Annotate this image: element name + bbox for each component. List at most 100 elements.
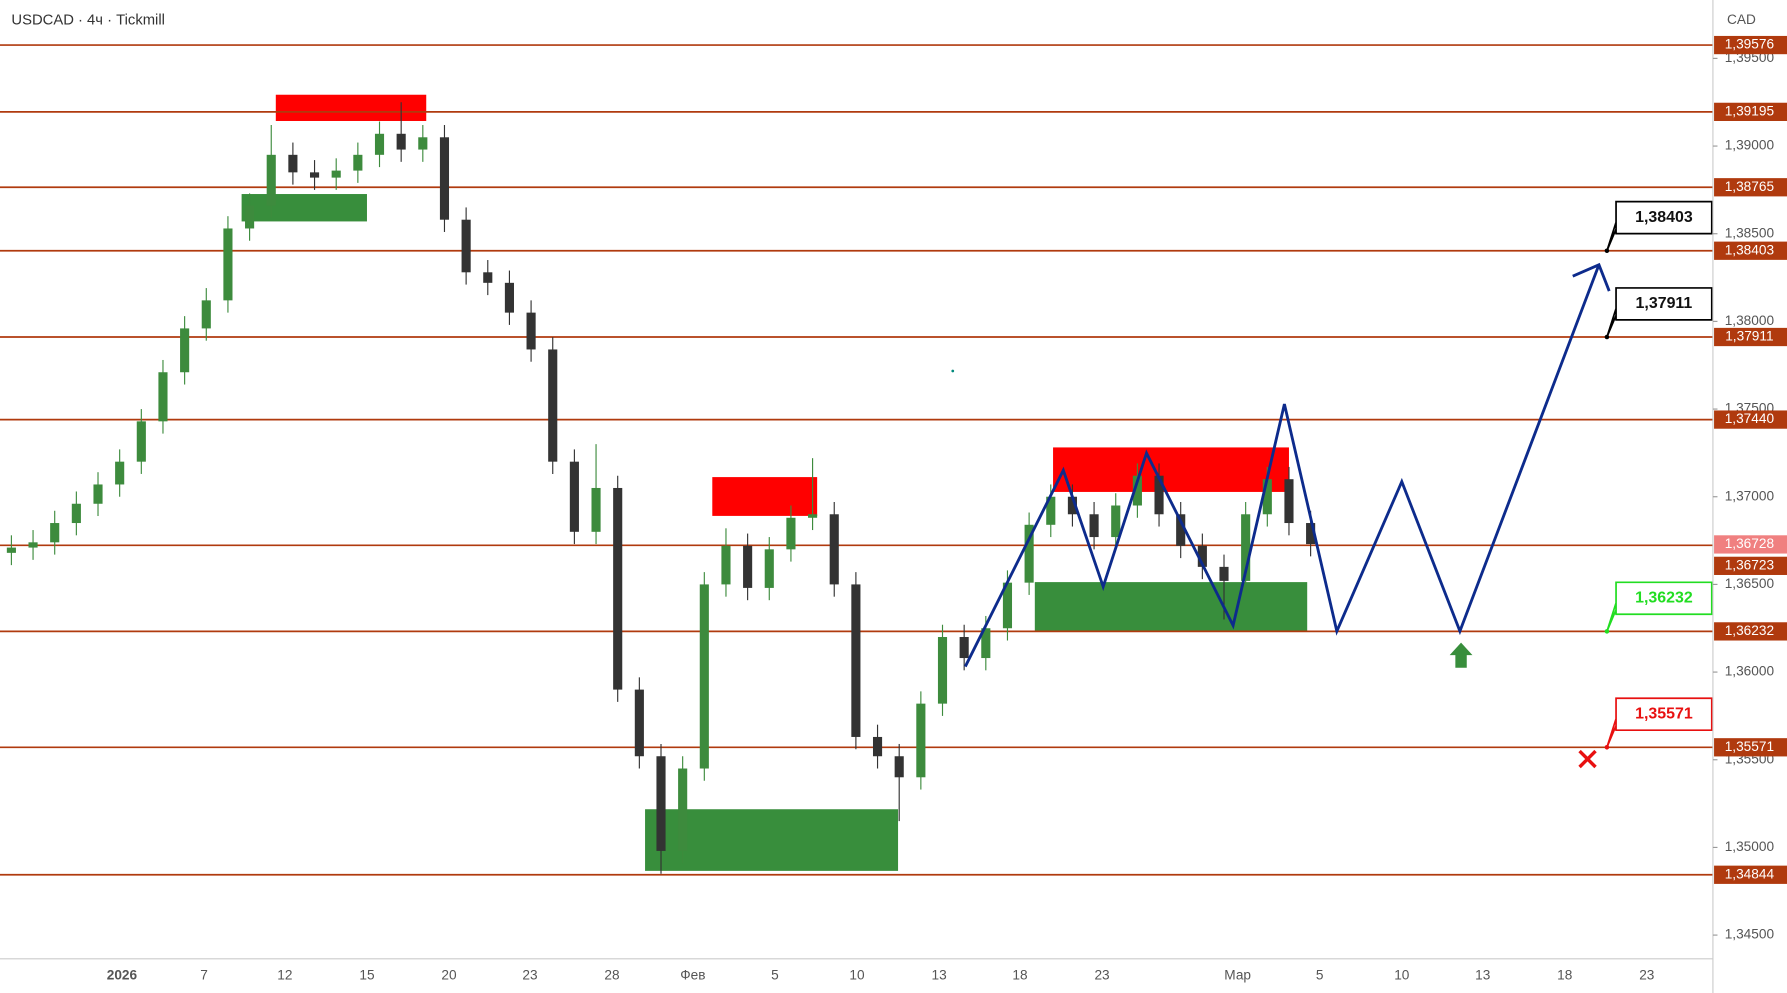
- level-label: 1,36232: [1725, 623, 1774, 638]
- resistance-zone: [275, 94, 427, 121]
- x-tick-label: 13: [931, 967, 946, 982]
- candle-body: [1067, 496, 1077, 515]
- x-tick-label: 10: [849, 967, 865, 982]
- candle-body: [374, 133, 385, 155]
- candle-body: [808, 514, 818, 518]
- level-label-bg: [1714, 410, 1787, 429]
- callout-label: 1,35571: [1635, 705, 1693, 722]
- candle-body: [201, 300, 211, 329]
- forecast-arrowhead: [1572, 262, 1611, 292]
- candle-body: [959, 637, 969, 659]
- level-label-bg: [1714, 178, 1787, 197]
- x-tick-label: 23: [1639, 967, 1654, 982]
- stop-cross: [1578, 749, 1597, 769]
- dot: [951, 369, 955, 373]
- callout-anchor: [1604, 745, 1610, 750]
- candle-body: [548, 349, 558, 462]
- level-label: 1,35571: [1725, 739, 1774, 754]
- x-tick-label: 18: [1557, 967, 1573, 982]
- buy-arrow: [1449, 642, 1473, 668]
- candle-body: [461, 219, 471, 273]
- level-label-bg: [1714, 556, 1787, 575]
- level-label-bg: [1714, 738, 1787, 757]
- candle-body: [223, 228, 233, 301]
- candle-body: [353, 154, 363, 171]
- candle-body: [937, 637, 948, 704]
- callout-box: [1606, 697, 1713, 748]
- levels: [0, 44, 1713, 876]
- candle-body: [526, 312, 536, 350]
- callout-label: 1,38403: [1635, 209, 1693, 226]
- candle-body: [764, 549, 774, 588]
- level-label-bg: [1714, 622, 1787, 641]
- x-tick-label: 20: [441, 967, 457, 982]
- x-tick-label: 5: [1316, 967, 1324, 982]
- level-label: 1,39195: [1725, 103, 1775, 118]
- candle-body: [1002, 582, 1013, 629]
- callout-box: [1606, 287, 1713, 338]
- callout-anchor: [1604, 248, 1610, 254]
- current-price-label: 1,36728: [1725, 536, 1775, 551]
- candle-body: [483, 272, 493, 283]
- x-tick-label: 5: [771, 967, 779, 982]
- candle-body: [1197, 545, 1207, 567]
- candle-body: [1024, 524, 1034, 583]
- callout-anchor: [1604, 629, 1610, 634]
- x-tick-label: 12: [277, 967, 292, 982]
- candle-body: [634, 689, 644, 757]
- candle-body: [1262, 479, 1272, 515]
- candle-body: [591, 487, 601, 532]
- y-tick-label: 1,34500: [1725, 927, 1775, 942]
- current-price-bg: [1714, 535, 1787, 554]
- candle-body: [1284, 479, 1294, 524]
- candle-body: [829, 514, 839, 585]
- candle-body: [50, 523, 60, 543]
- x-tick-label: 15: [359, 967, 375, 982]
- level-label: 1,39576: [1725, 37, 1774, 52]
- candle-body: [266, 154, 276, 206]
- support-zone: [241, 194, 367, 222]
- level-label-bg: [1714, 327, 1787, 347]
- level-label: 1,37911: [1725, 329, 1773, 344]
- candle-body: [916, 703, 926, 778]
- candle-body: [1241, 514, 1251, 581]
- candle-body: [1219, 566, 1229, 581]
- x-tick-label: 23: [1094, 967, 1109, 982]
- candle-body: [721, 545, 731, 585]
- candle-body: [115, 461, 125, 485]
- level-label: 1,34844: [1725, 866, 1775, 881]
- resistance-zone: [1053, 447, 1289, 492]
- candle-body: [331, 170, 341, 178]
- x-tick-label: 28: [604, 967, 620, 982]
- x-tick-label: 23: [522, 967, 537, 982]
- level-label-bg: [1714, 35, 1787, 55]
- x-tick-label: 10: [1394, 967, 1410, 982]
- callout-box: [1606, 200, 1713, 252]
- callout-label: 1,37911: [1636, 295, 1693, 312]
- y-tick-label: 1,38000: [1725, 313, 1775, 328]
- candle-body: [1132, 475, 1142, 506]
- candle-body: [1306, 523, 1316, 545]
- forecast-path: [964, 264, 1601, 668]
- candle-body: [136, 421, 146, 462]
- x-tick-label: 7: [200, 967, 208, 982]
- callout-anchor: [1604, 334, 1610, 340]
- candle-body: [743, 545, 753, 588]
- callouts: 1,38403 1,37911 1,36232 1,35571: [1604, 200, 1713, 750]
- candle-body: [678, 768, 688, 851]
- candle-body: [288, 154, 298, 173]
- candle-body: [28, 542, 38, 548]
- support-zone: [1034, 582, 1308, 632]
- axis: 1,345001,350001,355001,360001,365001,370…: [107, 35, 1787, 982]
- candle-body: [569, 461, 579, 532]
- candle-body: [6, 547, 16, 553]
- x-tick-label: 13: [1475, 967, 1490, 982]
- candle-body: [851, 584, 861, 737]
- candle-body: [894, 756, 904, 778]
- level-label-bg: [1714, 865, 1787, 884]
- level-label: 1,38765: [1725, 179, 1775, 194]
- callout-label: 1,36232: [1635, 590, 1693, 607]
- level-label: 1,36723: [1725, 557, 1774, 572]
- callout-box: [1606, 581, 1713, 632]
